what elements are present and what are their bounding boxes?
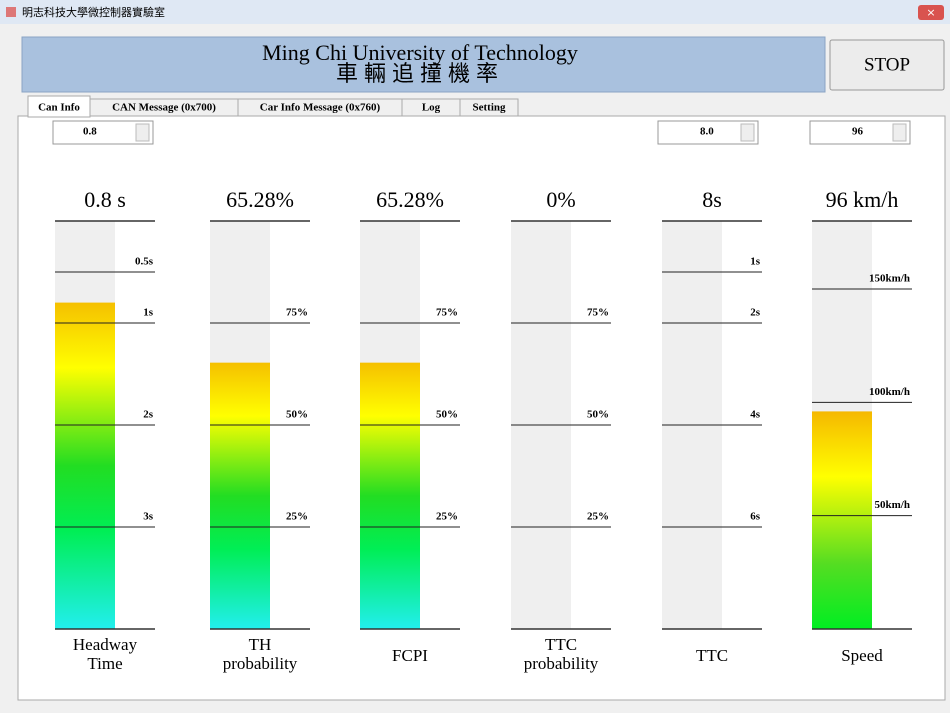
gauge-tick-label: 50% xyxy=(587,409,609,421)
gauge-tick-label: 75% xyxy=(286,307,308,319)
gauge-tick-label: 25% xyxy=(587,511,609,523)
tab-label: Car Info Message (0x760) xyxy=(260,102,381,114)
header-subtitle: 車輛追撞機率 xyxy=(336,61,504,86)
gauge-value: 0.8 s xyxy=(84,187,126,212)
gauge-fill xyxy=(812,411,872,629)
spin-box[interactable] xyxy=(52,120,154,145)
tab-label: CAN Message (0x700) xyxy=(112,102,216,114)
tab-panel xyxy=(17,115,946,701)
close-icon: × xyxy=(926,6,935,19)
gauge-tick-label: 25% xyxy=(436,511,458,523)
stop-label: STOP xyxy=(864,54,910,75)
gauge-fill xyxy=(55,302,115,629)
gauge-tick-label: 100km/h xyxy=(869,386,910,398)
gauge-tick-label: 1s xyxy=(750,256,761,268)
gauge-name: Speed xyxy=(841,646,883,665)
gauge-tick-label: 4s xyxy=(750,409,761,421)
gauge-tick-label: 2s xyxy=(143,409,154,421)
window-title: 明志科技大學微控制器實驗室 xyxy=(22,5,165,19)
gauge-name: probability xyxy=(524,654,599,673)
header-title: Ming Chi University of Technology xyxy=(262,40,578,65)
gauge-value: 65.28% xyxy=(376,187,444,212)
tab-label: Log xyxy=(422,102,441,114)
spin-arrows[interactable] xyxy=(135,123,150,142)
stop-button[interactable] xyxy=(829,39,945,91)
spin-value: 0.8 xyxy=(83,126,97,138)
tab[interactable] xyxy=(459,98,519,117)
gauge-value: 0% xyxy=(546,187,575,212)
spin-arrows[interactable] xyxy=(740,123,755,142)
gauge-tick-label: 1s xyxy=(143,307,154,319)
gauge-tick-label: 0.5s xyxy=(135,256,154,268)
gauge-fill xyxy=(210,362,270,629)
close-button[interactable] xyxy=(918,5,944,20)
gauge-name: TTC xyxy=(696,646,728,665)
title-bar xyxy=(0,0,950,24)
spin-box[interactable] xyxy=(657,120,759,145)
gauge-tick-label: 75% xyxy=(436,307,458,319)
spin-value: 96 xyxy=(852,126,864,138)
spin-box[interactable] xyxy=(809,120,911,145)
gauge-value: 8s xyxy=(702,187,722,212)
gauge-value: 65.28% xyxy=(226,187,294,212)
gauge-name: FCPI xyxy=(392,646,428,665)
header-banner xyxy=(21,36,826,93)
gauge-name: Headway xyxy=(73,635,138,654)
app-icon xyxy=(6,7,16,17)
gauge-tick-label: 2s xyxy=(750,307,761,319)
gauge-name: probability xyxy=(223,654,298,673)
gauge-fill xyxy=(360,362,420,629)
gauge-name: TH xyxy=(249,635,272,654)
gauge-name: Time xyxy=(87,654,122,673)
gauge-value: 96 km/h xyxy=(826,187,899,212)
gauge-tick-label: 150km/h xyxy=(869,273,910,285)
tab-label: Can Info xyxy=(38,102,80,114)
gauge-tick-label: 50% xyxy=(286,409,308,421)
spin-arrows[interactable] xyxy=(892,123,907,142)
gauge-tick-label: 25% xyxy=(286,511,308,523)
gauge-tick-label: 3s xyxy=(143,511,154,523)
gauge-tick-label: 75% xyxy=(587,307,609,319)
tab-label: Setting xyxy=(473,102,507,114)
spin-value: 8.0 xyxy=(700,126,714,138)
gauge-tick-label: 6s xyxy=(750,511,761,523)
gauge-tick-label: 50km/h xyxy=(875,499,910,511)
gauge-name: TTC xyxy=(545,635,577,654)
gauge-tick-label: 50% xyxy=(436,409,458,421)
